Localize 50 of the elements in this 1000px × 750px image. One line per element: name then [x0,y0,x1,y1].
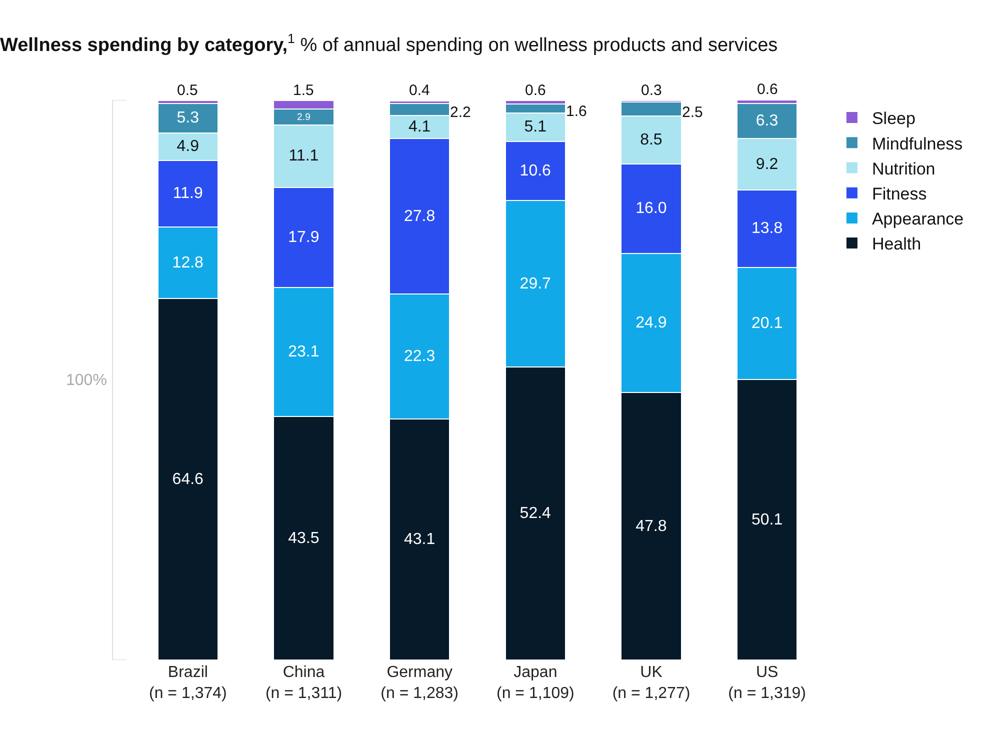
data-label: 22.3 [404,348,436,366]
data-label: 12.8 [172,254,204,272]
data-label: 8.5 [640,132,662,148]
data-label: 4.1 [408,118,431,136]
x-tick-label: US (n = 1,319) [728,664,806,702]
data-label: 50.1 [751,511,783,528]
x-tick-label: UK (n = 1,277) [612,664,690,702]
data-label: 0.6 [757,81,778,98]
x-tick-label: Brazil (n = 1,374) [149,664,227,702]
data-label: 9.2 [756,156,778,173]
data-label: 10.6 [520,162,552,180]
x-tick-label: China (n = 1,311) [265,664,342,702]
data-label: 1.5 [293,82,314,99]
data-label: 6.3 [756,112,778,130]
text: 100% [66,372,107,389]
data-label: 2.9 [297,112,310,123]
data-label: 13.8 [751,220,783,238]
data-label: 43.1 [404,530,436,548]
data-label: 29.7 [520,275,552,292]
data-label: 0.6 [525,82,546,99]
data-label: 52.4 [520,504,552,522]
data-label: 2.5 [682,104,703,121]
data-label: 5.3 [176,110,200,127]
data-label: 11.1 [288,148,319,165]
x-tick-label: Japan (n = 1,109) [496,664,574,702]
data-label: 47.8 [636,518,667,535]
legend-label: Health [872,234,922,254]
data-label: 4.9 [176,138,200,156]
x-tick-label: Germany (n = 1,283) [380,664,458,702]
legend-label: Mindfulness [872,134,963,154]
data-label: 11.9 [172,185,203,202]
data-label: 0.5 [177,82,198,99]
legend-label: Nutrition [872,159,936,178]
data-label: 43.5 [288,530,320,547]
data-label: 0.4 [409,82,430,99]
data-label: 16.0 [636,200,667,218]
data-label: 0.3 [641,82,662,99]
legend-label: Fitness [872,184,927,204]
data-label: 24.9 [636,314,667,332]
data-label: 5.1 [524,118,547,136]
data-label: 64.6 [172,470,204,488]
chart-title: Wellness spending by category,$^{1}$ % of annual spending on wellness products and services [0,30,778,56]
data-label: 1.6 [566,103,587,120]
data-label: 2.2 [450,104,471,121]
legend-label: Appearance [872,210,964,229]
data-label: 23.1 [288,344,320,361]
data-label: 17.9 [288,228,320,246]
legend-label: Sleep [872,109,916,128]
data-label: 27.8 [404,208,436,225]
data-label: 20.1 [751,314,783,332]
